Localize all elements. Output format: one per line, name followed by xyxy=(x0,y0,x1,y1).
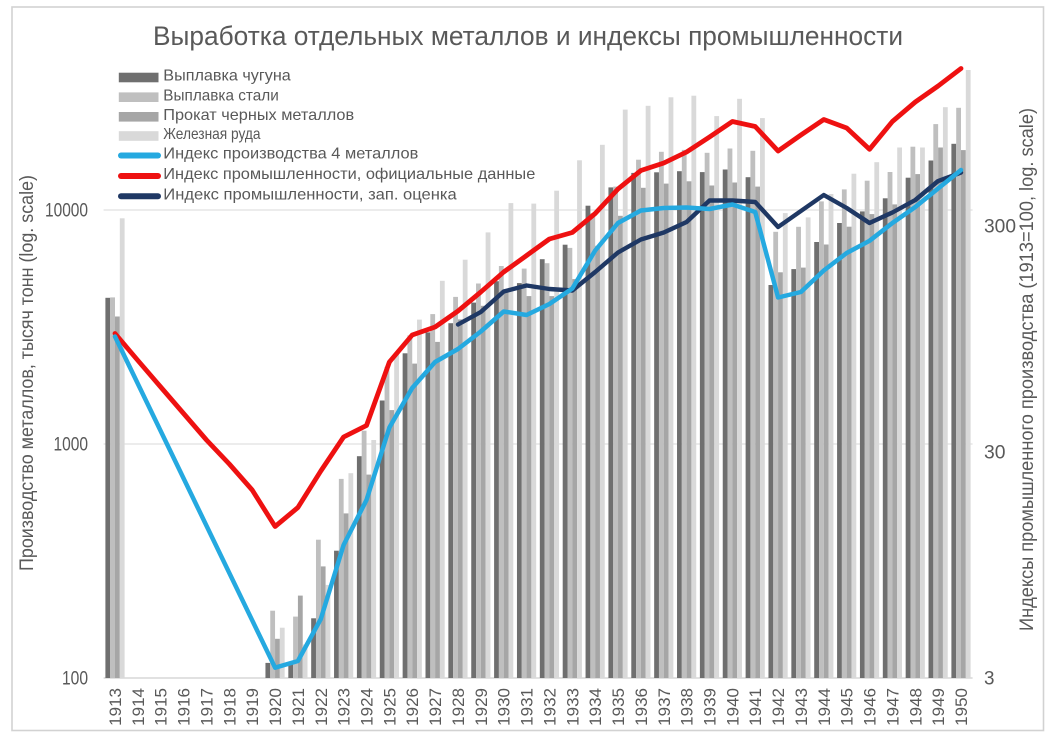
svg-text:1933: 1933 xyxy=(563,688,582,726)
svg-text:Индексы промышленного производ: Индексы промышленного производства (1913… xyxy=(1017,108,1038,631)
svg-text:Прокат черных металлов: Прокат черных металлов xyxy=(163,107,354,124)
svg-text:1947: 1947 xyxy=(883,688,902,726)
svg-text:Индекс промышленности, официал: Индекс промышленности, официальные данны… xyxy=(163,166,535,183)
svg-text:Железная руда: Железная руда xyxy=(163,126,260,143)
svg-text:1919: 1919 xyxy=(243,688,262,726)
svg-text:Выплавка стали: Выплавка стали xyxy=(163,87,278,104)
svg-text:1913: 1913 xyxy=(106,688,125,726)
svg-text:1931: 1931 xyxy=(518,688,537,726)
svg-text:Индекс промышленности, зап. оц: Индекс промышленности, зап. оценка xyxy=(163,186,457,203)
svg-text:1916: 1916 xyxy=(175,688,194,726)
svg-text:Выплавка чугуна: Выплавка чугуна xyxy=(163,68,291,85)
svg-text:1920: 1920 xyxy=(266,688,285,726)
svg-text:1940: 1940 xyxy=(723,688,742,726)
svg-text:Производство металлов, тысяч т: Производство металлов, тысяч тонн (log. … xyxy=(17,175,38,571)
svg-text:1915: 1915 xyxy=(152,688,171,726)
svg-text:1925: 1925 xyxy=(380,688,399,726)
svg-text:1939: 1939 xyxy=(701,688,720,726)
svg-text:1927: 1927 xyxy=(426,688,445,726)
svg-text:1945: 1945 xyxy=(838,688,857,726)
svg-text:1946: 1946 xyxy=(861,688,880,726)
svg-text:30: 30 xyxy=(984,443,1006,464)
svg-text:1923: 1923 xyxy=(335,688,354,726)
svg-text:1932: 1932 xyxy=(540,688,559,726)
svg-text:1935: 1935 xyxy=(609,688,628,726)
svg-text:1943: 1943 xyxy=(792,688,811,726)
svg-text:1917: 1917 xyxy=(198,688,217,726)
svg-text:1937: 1937 xyxy=(655,688,674,726)
svg-text:1000: 1000 xyxy=(54,435,89,456)
svg-text:3: 3 xyxy=(984,669,995,690)
svg-text:1934: 1934 xyxy=(586,688,605,726)
svg-text:1914: 1914 xyxy=(129,688,148,726)
svg-text:Выработка отдельных металлов и: Выработка отдельных металлов и индексы п… xyxy=(153,21,903,51)
svg-text:1938: 1938 xyxy=(678,688,697,726)
svg-text:1944: 1944 xyxy=(815,688,834,726)
svg-text:1922: 1922 xyxy=(312,688,331,726)
svg-text:1924: 1924 xyxy=(358,688,377,726)
svg-text:1926: 1926 xyxy=(403,688,422,726)
svg-text:1936: 1936 xyxy=(632,688,651,726)
svg-text:1921: 1921 xyxy=(289,688,308,726)
svg-text:1918: 1918 xyxy=(220,688,239,726)
svg-text:300: 300 xyxy=(984,217,1016,238)
svg-text:1928: 1928 xyxy=(449,688,468,726)
svg-text:1929: 1929 xyxy=(472,688,491,726)
svg-text:100: 100 xyxy=(62,669,88,690)
svg-text:1941: 1941 xyxy=(746,688,765,726)
svg-text:1949: 1949 xyxy=(929,688,948,726)
svg-text:1942: 1942 xyxy=(769,688,788,726)
svg-text:1948: 1948 xyxy=(906,688,925,726)
svg-text:Индекс производства 4 металлов: Индекс производства 4 металлов xyxy=(163,146,418,163)
svg-text:1950: 1950 xyxy=(952,688,971,726)
svg-text:1930: 1930 xyxy=(495,688,514,726)
svg-text:10000: 10000 xyxy=(45,201,88,222)
